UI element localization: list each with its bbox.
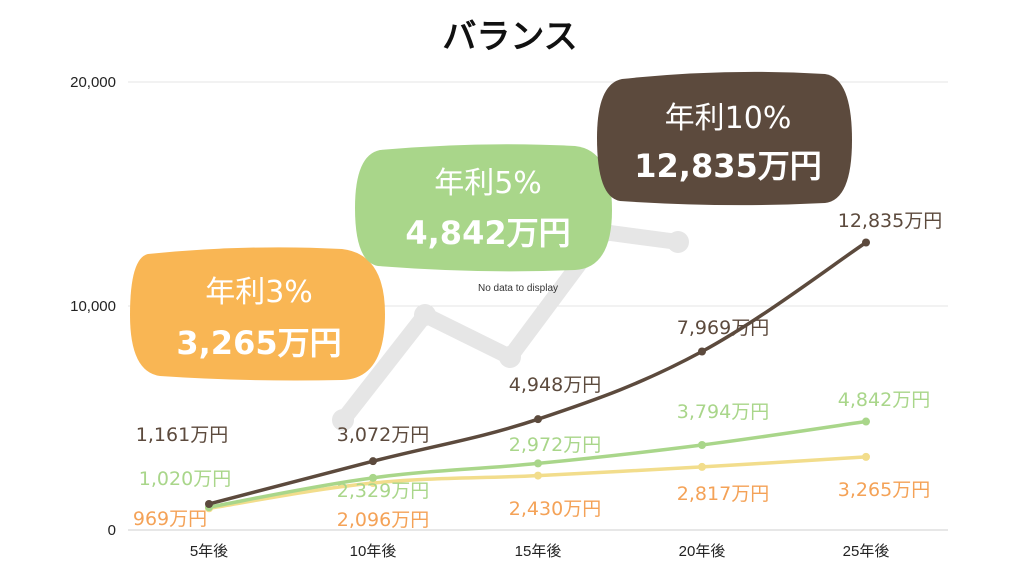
x-tick-label: 10年後 (350, 543, 397, 560)
callout-3pct-rate: 年利3% (205, 275, 313, 310)
data-labels: 969万円 2,096万円 2,430万円 2,817万円 3,265万円 1,020万円… (133, 210, 942, 531)
y-tick-label: 20,000 (70, 74, 116, 91)
data-point (862, 417, 870, 426)
x-tick-label: 5年後 (190, 543, 228, 560)
data-point (534, 471, 542, 480)
data-label: 1,020万円 (139, 468, 231, 490)
data-label: 12,835万円 (838, 210, 942, 232)
x-tick-label: 15年後 (515, 543, 562, 560)
data-label: 2,329万円 (337, 480, 429, 502)
data-label: 2,817万円 (677, 483, 769, 505)
data-point (698, 347, 706, 356)
series-lines (205, 238, 870, 513)
callout-3pct: 年利3% 3,265万円 (130, 247, 385, 381)
data-point (698, 462, 706, 471)
data-point (534, 459, 542, 468)
data-label: 3,265万円 (838, 479, 930, 501)
data-point (862, 452, 870, 461)
data-label: 2,096万円 (337, 509, 429, 531)
data-label: 3,072万円 (337, 424, 429, 446)
callout-3pct-value: 3,265万円 (176, 324, 341, 362)
callout-10pct-value: 12,835万円 (634, 147, 822, 185)
data-point (862, 238, 870, 247)
callout-10pct-bubble (597, 71, 852, 206)
x-axis-ticks: 5年後 10年後 15年後 20年後 25年後 (190, 543, 890, 560)
data-point (369, 473, 377, 482)
x-tick-label: 20年後 (679, 543, 726, 560)
data-label: 1,161万円 (136, 424, 228, 446)
data-label: 2,972万円 (509, 434, 601, 456)
data-point (369, 457, 377, 466)
data-label: 4,842万円 (838, 389, 930, 411)
callout-5pct-bubble (355, 144, 612, 272)
y-tick-label: 10,000 (70, 298, 116, 315)
data-label: 3,794万円 (677, 401, 769, 423)
callout-5pct-rate: 年利5% (434, 166, 542, 201)
data-label: 4,948万円 (509, 374, 601, 396)
callout-3pct-bubble (130, 247, 385, 381)
y-axis-ticks: 0 10,000 20,000 (70, 74, 116, 539)
data-point (205, 499, 213, 508)
no-data-text: No data to display (478, 283, 558, 294)
callout-10pct: 年利10% 12,835万円 (597, 71, 852, 206)
x-tick-label: 25年後 (843, 543, 890, 560)
chart-title: バランス (442, 17, 577, 57)
data-label: 7,969万円 (677, 317, 769, 339)
callout-5pct-value: 4,842万円 (405, 214, 570, 252)
data-point (534, 415, 542, 424)
data-point (698, 441, 706, 450)
y-tick-label: 0 (108, 522, 116, 539)
data-label: 2,430万円 (509, 498, 601, 520)
callout-5pct: 年利5% 4,842万円 (355, 144, 612, 272)
data-label: 969万円 (133, 508, 207, 530)
callout-10pct-rate: 年利10% (665, 101, 792, 136)
